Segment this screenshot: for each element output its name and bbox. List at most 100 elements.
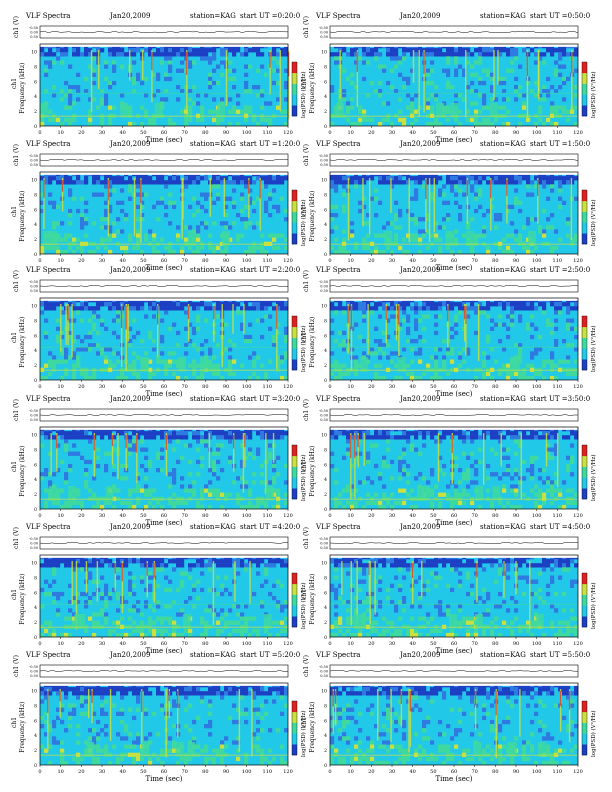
spectrogram-cell	[374, 196, 379, 201]
spectrogram-cell	[482, 48, 487, 53]
spectrogram-cell	[144, 109, 149, 114]
spectrogram-cell	[204, 56, 209, 61]
spectrogram-cell	[466, 347, 471, 352]
spectrogram-cell	[164, 371, 169, 377]
spectrogram-cell	[534, 306, 539, 311]
spectrogram-cell	[554, 339, 559, 344]
spectrogram-cell	[80, 339, 85, 344]
spectrogram-cell	[458, 571, 463, 576]
spectrogram-cell	[542, 310, 547, 315]
spectrogram-cell	[232, 68, 237, 73]
spectrogram-cell	[454, 559, 459, 564]
spectrogram-cell	[44, 591, 49, 597]
spectrogram-cell	[84, 628, 89, 634]
spectrogram-cell	[458, 48, 463, 53]
emission-streak	[182, 178, 184, 220]
spectrogram-cell	[330, 371, 335, 377]
spectrogram-cell	[454, 229, 459, 234]
spectrogram-cell	[498, 371, 503, 377]
ch1-tick: 0.00	[320, 285, 328, 289]
spectrogram-cell	[152, 314, 157, 319]
spectrogram-cell	[140, 180, 145, 185]
x-tick-label: 90	[513, 384, 519, 390]
spectrogram-cell	[374, 375, 379, 381]
spectrogram-cell	[236, 180, 241, 185]
panel-title: VLF Spectra	[25, 395, 70, 403]
spectrogram-cell	[430, 472, 435, 477]
emission-streak	[208, 433, 211, 469]
spectrogram-cell	[402, 347, 407, 352]
spectrogram-cell	[200, 351, 205, 356]
spectrogram-cell	[196, 431, 201, 436]
spectrogram-cell	[116, 488, 121, 493]
spectrogram-cell	[446, 608, 451, 613]
spectrogram-cell	[378, 355, 383, 360]
panel-date: Jan20,2009	[399, 12, 440, 20]
spectrogram-cell	[224, 559, 229, 564]
spectrogram-cell	[350, 105, 355, 110]
spectrogram-cell	[454, 180, 459, 185]
x-tick-label: 70	[181, 513, 187, 519]
emission-streak	[71, 304, 73, 358]
spectrogram-cell	[160, 196, 165, 201]
spectrogram-cell	[160, 620, 165, 625]
spectrogram-cell	[542, 89, 547, 94]
spectrogram-cell	[212, 472, 217, 477]
spectrogram-cell	[220, 72, 225, 77]
spectrogram-cell	[370, 500, 375, 506]
ch1-tick: -0.50	[319, 280, 328, 284]
spectrogram-cell	[248, 488, 253, 493]
emission-peak	[56, 435, 58, 449]
spectrogram-cell	[168, 351, 173, 356]
spectrogram-cell	[128, 306, 133, 311]
spectrogram-cell	[136, 330, 141, 336]
spectrogram-cell	[546, 93, 551, 98]
spectrogram-cell	[68, 334, 73, 340]
spectrogram-cell	[514, 472, 519, 477]
spectrogram-cell	[558, 56, 563, 61]
emission-streak	[75, 561, 78, 630]
spectrogram-cell	[366, 48, 371, 53]
spectrogram-cell	[188, 339, 193, 344]
spectrogram-cell	[342, 208, 347, 214]
ch1-tick: -0.50	[319, 26, 328, 30]
spectrogram-cell	[510, 435, 515, 440]
x-axis-label: Time (sec)	[435, 519, 472, 527]
spectrogram-cell	[466, 632, 471, 638]
spectrogram-cell	[478, 56, 483, 61]
spectrogram-cell	[354, 563, 359, 568]
spectrogram-cell	[562, 359, 567, 364]
spectrogram-cell	[374, 233, 379, 238]
colorbar-band	[582, 72, 587, 84]
spectrogram-cell	[68, 105, 73, 110]
spectrogram-cell	[538, 109, 543, 114]
spectrogram-cell	[478, 596, 483, 601]
emission-streak	[418, 50, 420, 118]
spectrogram-cell	[156, 500, 161, 506]
spectrogram-cell	[334, 225, 339, 230]
spectrogram-cell	[354, 322, 359, 327]
spectrogram-cell	[530, 306, 535, 311]
spectrogram-cell	[390, 52, 395, 57]
x-tick-label: 120	[283, 384, 293, 390]
spectrogram-cell	[80, 196, 85, 201]
spectrogram-cell	[466, 48, 471, 53]
spectrogram-cell	[342, 343, 347, 348]
spectrogram-cell	[442, 225, 447, 230]
spectrogram-cell	[514, 302, 519, 307]
spectrogram-cell	[562, 200, 567, 205]
spectrogram-cell	[112, 105, 117, 110]
spectrogram-cell	[136, 72, 141, 77]
spectrogram-cell	[478, 204, 483, 210]
x-tick-label: 60	[161, 258, 167, 264]
spectrogram-cell	[378, 587, 383, 593]
spectrogram-cell	[172, 322, 177, 327]
spectrogram-cell	[212, 468, 217, 473]
spectrogram-cell	[184, 109, 189, 114]
spectrogram-cell	[64, 371, 69, 377]
spectrogram-cell	[80, 591, 85, 597]
spectrogram-cell	[530, 355, 535, 360]
x-tick-label: 120	[573, 258, 583, 264]
spectrogram-cell	[546, 443, 551, 448]
spectrogram-cell	[370, 443, 375, 448]
